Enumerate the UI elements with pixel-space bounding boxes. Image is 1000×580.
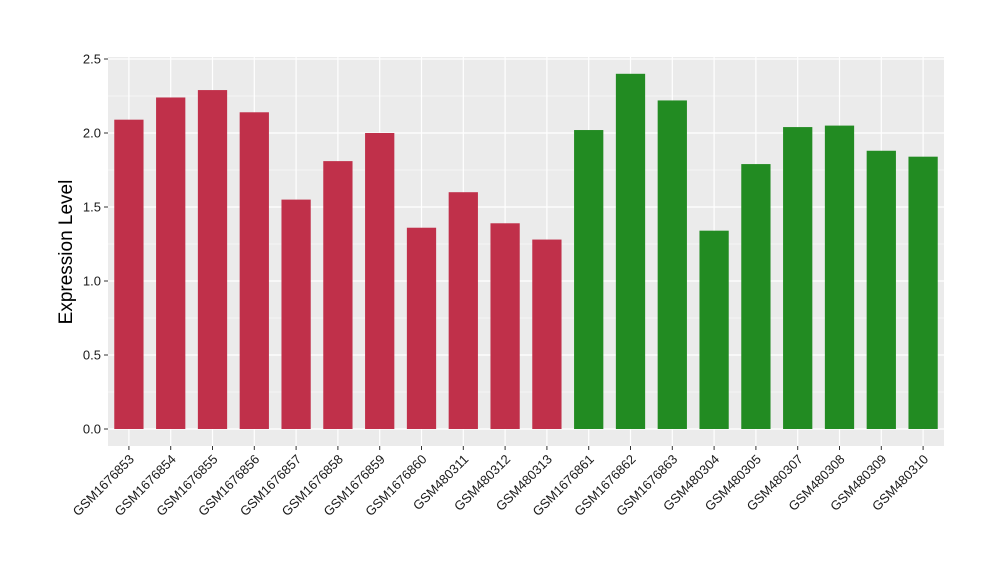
bar-GSM1676853 [114,119,144,430]
y-axis-title: Expression Level [56,180,77,325]
plot-panel [108,57,944,446]
bar-GSM1676854 [156,97,186,429]
bar-GSM480307 [783,127,813,429]
bars [114,73,938,430]
bar-GSM480304 [699,230,729,429]
bar-GSM480311 [448,192,478,429]
bar-GSM1676861 [574,130,604,430]
y-tick-label: 2.5 [83,52,101,67]
bar-GSM1676860 [406,227,437,429]
y-tick-label: 2.0 [83,126,101,141]
bar-GSM1676857 [281,199,311,429]
y-tick-label: 1.0 [83,274,101,289]
bar-GSM480312 [490,223,520,429]
bar-GSM480310 [908,156,938,429]
y-axis-ticks: 0.0 0.5 1.0 1.5 2.0 2.5 [83,52,108,437]
bar-GSM1676856 [239,112,269,429]
bar-GSM480309 [866,150,896,429]
bar-GSM1676859 [365,133,395,429]
bar-GSM1676862 [615,73,646,430]
bar-GSM480305 [741,164,771,429]
bar-GSM1676863 [657,100,687,429]
bar-GSM1676858 [323,161,353,429]
bar-GSM480308 [824,125,855,429]
y-tick-label: 0.5 [83,348,101,363]
y-tick-label: 1.5 [83,200,101,215]
x-axis-ticks: GSM1676853GSM1676854GSM1676855GSM1676856… [70,446,931,519]
bar-GSM1676855 [197,90,228,429]
y-tick-label: 0.0 [83,422,101,437]
bar-GSM480313 [532,239,562,429]
